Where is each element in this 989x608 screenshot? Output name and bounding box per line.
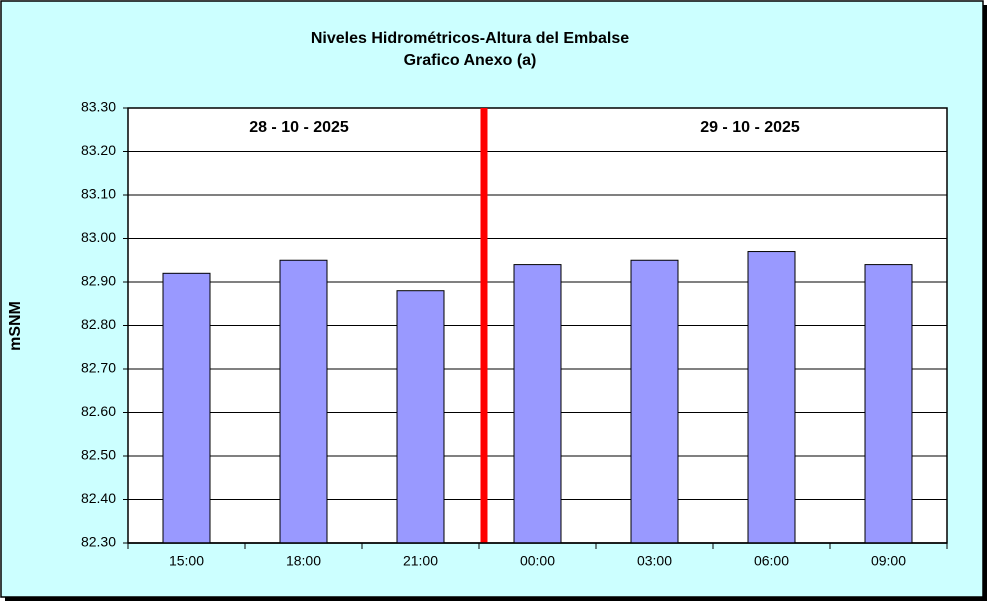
- y-tick-label: 83.00: [81, 229, 116, 245]
- y-tick-label: 83.20: [81, 142, 116, 158]
- x-tick-label: 18:00: [286, 553, 321, 569]
- chart-title: Niveles Hidrométricos-Altura del Embalse: [311, 30, 629, 47]
- bar: [864, 264, 913, 544]
- bar: [396, 290, 445, 544]
- y-tick-label: 82.40: [81, 490, 116, 506]
- y-axis-label: mSNM: [7, 301, 24, 351]
- x-tick-label: 09:00: [871, 553, 906, 569]
- x-tick-label: 15:00: [169, 553, 204, 569]
- annotation: 28 - 10 - 2025: [249, 119, 349, 136]
- bar: [747, 251, 796, 544]
- y-tick-label: 82.60: [81, 403, 116, 419]
- x-tick-label: 06:00: [754, 553, 789, 569]
- y-tick-label: 82.80: [81, 316, 116, 332]
- bar: [279, 259, 328, 544]
- y-tick-label: 82.70: [81, 360, 116, 376]
- y-tick-label: 83.10: [81, 186, 116, 202]
- bar: [162, 272, 211, 544]
- y-tick-label: 82.90: [81, 273, 116, 289]
- bar: [513, 264, 562, 544]
- y-tick-label: 82.30: [81, 534, 116, 550]
- y-tick-label: 83.30: [81, 99, 116, 115]
- chart-subtitle: Grafico Anexo (a): [404, 52, 537, 69]
- x-tick-label: 21:00: [403, 553, 438, 569]
- bar: [630, 259, 679, 544]
- annotation: 29 - 10 - 2025: [700, 119, 800, 136]
- x-tick-label: 00:00: [520, 553, 555, 569]
- y-tick-label: 82.50: [81, 447, 116, 463]
- x-tick-label: 03:00: [637, 553, 672, 569]
